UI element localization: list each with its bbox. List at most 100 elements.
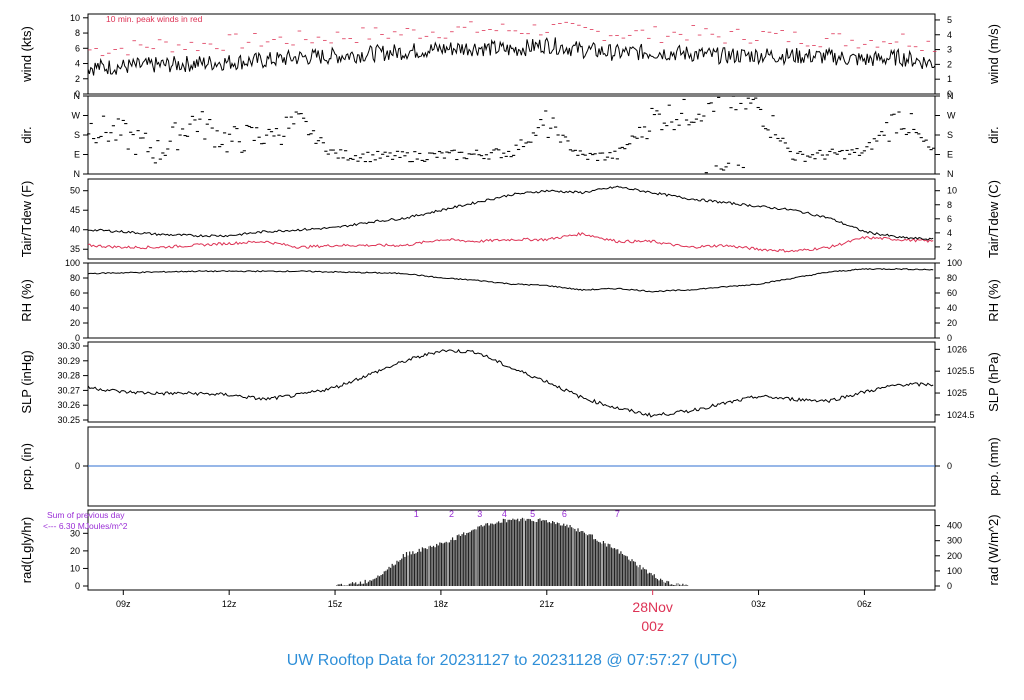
panel-3-left-tick-1: 20 <box>70 318 80 328</box>
panel-0-right-tick-2: 2 <box>947 59 952 69</box>
panel-0-left-tick-3: 6 <box>75 43 80 53</box>
panel-6-left-label: rad(Lgly/hr) <box>19 517 34 583</box>
panel-3-left-tick-4: 80 <box>70 273 80 283</box>
panel-5-left-tick-0: 0 <box>75 461 80 471</box>
x-tick-label-3: 18z <box>434 599 449 609</box>
panel-0-left-tick-0: 0 <box>75 89 80 99</box>
panel-2-right-tick-4: 10 <box>947 186 957 196</box>
panel-3-right-tick-4: 80 <box>947 273 957 283</box>
panel-4-right-tick-0: 1024.5 <box>947 410 975 420</box>
dewpoint-line <box>87 232 934 253</box>
panel-1-left-tick-3: W <box>72 111 81 121</box>
wind-speed-line <box>87 37 936 76</box>
panel-0-left-tick-4: 8 <box>75 28 80 38</box>
panel-4-left-tick-2: 30.27 <box>57 385 80 395</box>
sun-marker-6: 7 <box>615 509 620 519</box>
panel-1-left-tick-2: S <box>74 130 80 140</box>
panel-1-left-tick-1: E <box>74 150 80 160</box>
panel-2-left-label: Tair/Tdew (F) <box>19 181 34 258</box>
panel-1-right-tick-4: N <box>947 91 954 101</box>
panel-4-right-tick-2: 1025.5 <box>947 366 975 376</box>
panel-0-left-tick-5: 10 <box>70 13 80 23</box>
panel-3-right-tick-5: 100 <box>947 258 962 268</box>
panel-4-frame <box>87 341 936 423</box>
chart-title: UW Rooftop Data for 20231127 to 20231128… <box>287 652 738 669</box>
panel-5-left-label: pcp. (in) <box>19 443 34 490</box>
panel-3-left-tick-0: 0 <box>75 333 80 343</box>
radiation-sum-label: Sum of previous day <box>47 510 125 520</box>
wind-annotation: 10 min. peak winds in red <box>106 14 203 24</box>
pressure-line <box>87 348 934 418</box>
panel-2-right-label: Tair/Tdew (C) <box>986 180 1001 258</box>
sun-marker-3: 4 <box>502 509 507 519</box>
panel-4-left-tick-0: 30.25 <box>57 415 80 425</box>
panel-6-right-tick-1: 100 <box>947 566 962 576</box>
panel-4-left-label: SLP (inHg) <box>19 350 34 413</box>
panel-6-frame <box>87 509 936 591</box>
panel-0-right-label: wind (m/s) <box>986 24 1001 85</box>
panel-3-right-tick-0: 0 <box>947 333 952 343</box>
sun-marker-0: 1 <box>414 509 419 519</box>
air-temperature-line <box>88 185 934 241</box>
panel-4-right-tick-1: 1025 <box>947 388 967 398</box>
x-tick-label-4: 21z <box>540 599 555 609</box>
panel-5-right-tick-0: 0 <box>947 461 952 471</box>
panel-4-right-label: SLP (hPa) <box>986 352 1001 412</box>
sun-marker-5: 6 <box>562 509 567 519</box>
panel-1-frame <box>87 95 936 175</box>
panel-6-left-tick-1: 10 <box>70 563 80 573</box>
panel-2-left-tick-3: 50 <box>70 186 80 196</box>
panel-2-right-tick-1: 4 <box>947 228 952 238</box>
panel-1-left-label: dir. <box>19 126 34 143</box>
panel-3-left-tick-2: 40 <box>70 303 80 313</box>
panel-0-right-tick-5: 5 <box>947 15 952 25</box>
x-tick-label-5: 03z <box>751 599 766 609</box>
panel-5-right-label: pcp. (mm) <box>986 437 1001 496</box>
panel-4-left-tick-4: 30.29 <box>57 356 80 366</box>
panel-0-left-tick-1: 2 <box>75 74 80 84</box>
panel-1-right-tick-3: W <box>947 111 956 121</box>
panel-1-left-tick-4: N <box>74 91 81 101</box>
panel-6-right-tick-0: 0 <box>947 581 952 591</box>
panel-6-left-tick-0: 0 <box>75 581 80 591</box>
x-midnight-label: 00z <box>641 618 664 634</box>
panel-4-left-tick-5: 30.30 <box>57 341 80 351</box>
panel-4-right-tick-3: 1026 <box>947 344 967 354</box>
x-tick-label-2: 15z <box>328 599 343 609</box>
panel-0-right-tick-1: 1 <box>947 74 952 84</box>
panel-3-left-tick-3: 60 <box>70 288 80 298</box>
panel-2-frame <box>87 178 936 260</box>
panel-2-right-tick-3: 8 <box>947 200 952 210</box>
time-axis: 09z 12z 15z 18z 21z 03z 06z 28Nov 00z <box>116 590 872 634</box>
panel-4-left-tick-1: 30.26 <box>57 400 80 410</box>
panel-2-right-tick-0: 2 <box>947 242 952 252</box>
panel-6-right-label: rad (W/m^2) <box>986 514 1001 585</box>
panel-0-right-tick-4: 4 <box>947 30 952 40</box>
x-tick-label-0: 09z <box>116 599 131 609</box>
x-tick-label-6: 06z <box>857 599 872 609</box>
panel-1-right-tick-1: E <box>947 150 953 160</box>
panel-6-right-tick-2: 200 <box>947 551 962 561</box>
x-tick-label-1: 12z <box>222 599 237 609</box>
panel-0-right-tick-3: 3 <box>947 45 952 55</box>
panel-6-right-tick-3: 300 <box>947 536 962 546</box>
panel-2-right-tick-2: 6 <box>947 214 952 224</box>
panel-2-left-tick-2: 45 <box>70 205 80 215</box>
sun-marker-1: 2 <box>449 509 454 519</box>
panel-6-right-tick-4: 400 <box>947 521 962 531</box>
panel-2-left-tick-1: 40 <box>70 225 80 235</box>
panel-3-right-tick-2: 40 <box>947 303 957 313</box>
panel-3-left-label: RH (%) <box>19 279 34 322</box>
panel-3-right-tick-1: 20 <box>947 318 957 328</box>
sun-marker-4: 5 <box>530 509 535 519</box>
x-date-label: 28Nov <box>632 599 672 615</box>
radiation-sum-value: <--- 6.30 MJoules/m^2 <box>43 521 128 531</box>
panel-3-right-tick-3: 60 <box>947 288 957 298</box>
panel-0-frame <box>87 13 936 95</box>
humidity-line <box>87 267 934 293</box>
panel-3-frame <box>87 262 936 339</box>
sun-marker-2: 3 <box>477 509 482 519</box>
panel-2-left-tick-0: 35 <box>70 244 80 254</box>
